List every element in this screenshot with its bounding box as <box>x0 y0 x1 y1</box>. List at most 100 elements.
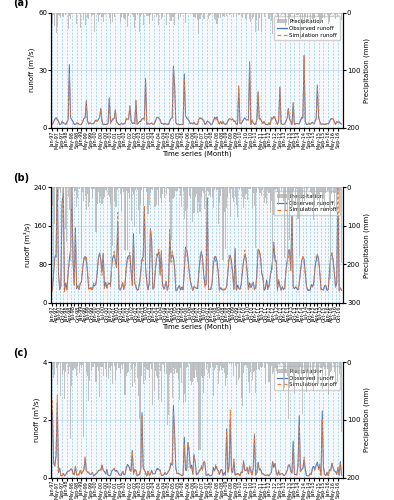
Bar <box>150 12 151 15</box>
Bar <box>112 12 113 22</box>
Bar <box>91 362 92 370</box>
Bar <box>126 362 127 376</box>
Bar <box>161 188 162 203</box>
Bar <box>278 12 279 24</box>
Bar <box>105 362 106 370</box>
Y-axis label: runoff (m³/s): runoff (m³/s) <box>23 223 31 267</box>
Bar <box>261 188 262 196</box>
Bar <box>284 362 285 388</box>
Bar <box>254 188 255 206</box>
Bar <box>226 12 227 16</box>
Bar <box>320 188 322 192</box>
Bar <box>149 188 150 206</box>
Bar <box>293 362 294 382</box>
Text: (a): (a) <box>13 0 29 8</box>
Bar <box>179 362 180 400</box>
Bar <box>314 12 316 18</box>
Bar <box>65 12 66 14</box>
Bar <box>152 12 153 21</box>
Bar <box>151 362 152 369</box>
Bar <box>184 188 185 220</box>
Bar <box>182 188 184 192</box>
Bar <box>78 12 80 14</box>
Bar <box>92 188 93 198</box>
Bar <box>226 362 227 378</box>
Bar <box>82 188 83 192</box>
Bar <box>77 362 78 366</box>
Bar <box>220 188 221 196</box>
Bar <box>213 12 214 14</box>
Bar <box>161 12 162 20</box>
Bar <box>243 362 244 373</box>
Bar <box>199 12 201 18</box>
Y-axis label: Precipitation (mm): Precipitation (mm) <box>363 38 370 102</box>
Bar <box>158 12 160 26</box>
Bar <box>196 362 197 378</box>
Bar <box>320 12 322 22</box>
Bar <box>336 188 337 212</box>
Bar <box>94 12 95 32</box>
Bar <box>173 188 174 199</box>
Bar <box>231 362 232 364</box>
Bar <box>314 362 316 364</box>
Bar <box>213 188 214 208</box>
Bar <box>314 188 316 207</box>
Bar <box>199 362 201 450</box>
Bar <box>108 188 109 196</box>
Bar <box>253 362 254 372</box>
Bar <box>204 188 205 208</box>
Bar <box>106 12 108 14</box>
Bar <box>217 188 219 224</box>
Bar <box>294 362 295 393</box>
Bar <box>331 362 333 371</box>
Bar <box>221 188 222 189</box>
Bar <box>341 188 342 263</box>
Bar <box>127 188 128 250</box>
Bar <box>57 188 58 190</box>
Bar <box>128 188 129 192</box>
Bar <box>285 362 286 373</box>
Bar <box>317 188 318 200</box>
Bar <box>184 12 185 13</box>
Bar <box>242 12 243 18</box>
Bar <box>155 362 156 372</box>
Bar <box>273 188 274 215</box>
Bar <box>69 12 70 16</box>
Bar <box>237 362 238 364</box>
Bar <box>285 188 286 211</box>
Bar <box>325 188 326 194</box>
Bar <box>295 362 296 370</box>
Bar <box>108 12 109 14</box>
Bar <box>99 188 100 202</box>
Bar <box>80 362 81 366</box>
Bar <box>162 362 163 364</box>
Bar <box>164 188 165 198</box>
Bar <box>286 12 288 14</box>
Bar <box>288 12 289 25</box>
Bar <box>313 362 314 391</box>
Bar <box>324 188 325 210</box>
Bar <box>289 188 290 240</box>
Bar <box>201 12 202 16</box>
Bar <box>300 188 301 199</box>
Bar <box>115 188 116 206</box>
Bar <box>58 12 59 15</box>
Bar <box>160 12 161 13</box>
Bar <box>165 362 167 374</box>
Bar <box>318 12 319 18</box>
Bar <box>251 362 253 380</box>
Bar <box>74 362 75 368</box>
Bar <box>190 362 191 381</box>
Bar <box>237 12 238 13</box>
Bar <box>312 12 313 19</box>
Bar <box>150 362 151 364</box>
Bar <box>158 188 160 205</box>
Bar <box>337 12 338 16</box>
Bar <box>59 12 60 16</box>
Bar <box>276 188 277 189</box>
Bar <box>294 12 295 22</box>
Bar <box>232 188 233 198</box>
Bar <box>231 12 232 14</box>
Bar <box>88 188 89 207</box>
Bar <box>109 12 110 18</box>
